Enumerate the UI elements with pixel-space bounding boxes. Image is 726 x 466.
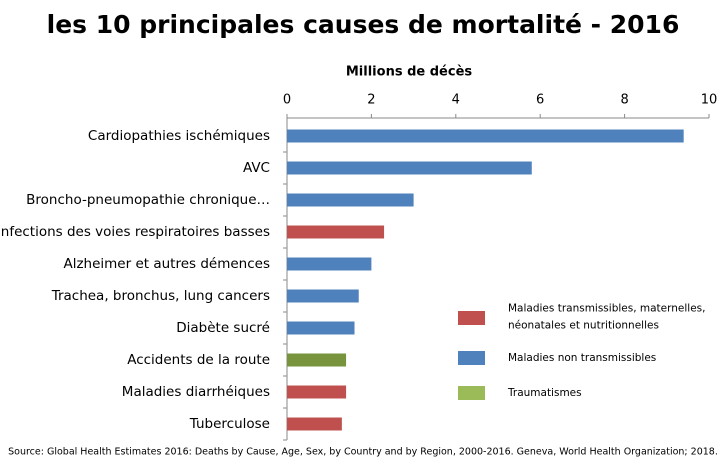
bar xyxy=(287,321,355,335)
axis-title: Millions de décès xyxy=(346,65,473,80)
x-tick-label: 10 xyxy=(701,93,718,108)
bar xyxy=(287,257,372,271)
y-tick-label: Trachea, bronchus, lung cancers xyxy=(51,288,270,304)
x-tick-label: 4 xyxy=(452,93,460,108)
y-tick-label: Maladies diarrhéiques xyxy=(122,384,270,400)
legend-label: Maladies non transmissibles xyxy=(508,352,656,364)
legend-label: Traumatismes xyxy=(507,387,582,399)
x-tick-label: 6 xyxy=(536,93,544,108)
bar xyxy=(287,161,532,175)
bar xyxy=(287,289,359,303)
source: Source: Global Health Estimates 2016: De… xyxy=(8,447,718,458)
y-tick-label: Infections des voies respiratoires basse… xyxy=(0,224,270,240)
bar xyxy=(287,129,684,143)
x-tick-label: 8 xyxy=(620,93,628,108)
legend-swatch xyxy=(458,311,485,325)
y-tick-label: Tuberculose xyxy=(189,416,270,432)
y-tick-label: Cardiopathies ischémiques xyxy=(88,128,270,144)
bar xyxy=(287,193,414,207)
y-tick-label: Diabète sucré xyxy=(176,320,270,336)
bar xyxy=(287,417,342,431)
y-tick-label: Accidents de la route xyxy=(127,352,270,368)
y-tick-label: Alzheimer et autres démences xyxy=(63,256,270,272)
y-tick-label: Broncho-pneumopathie chronique… xyxy=(26,192,270,208)
bar xyxy=(287,385,347,399)
legend-swatch xyxy=(458,351,485,365)
chart-title: les 10 principales causes de mortalité -… xyxy=(47,10,680,39)
y-tick-label: AVC xyxy=(243,160,270,176)
legend-label: Maladies transmissibles, maternelles, xyxy=(508,303,705,315)
bar xyxy=(287,225,385,239)
x-tick-label: 0 xyxy=(283,93,291,108)
bar xyxy=(287,353,347,367)
legend-label: néonatales et nutritionnelles xyxy=(508,320,659,332)
legend-swatch xyxy=(458,386,485,400)
x-tick-label: 2 xyxy=(367,93,375,108)
